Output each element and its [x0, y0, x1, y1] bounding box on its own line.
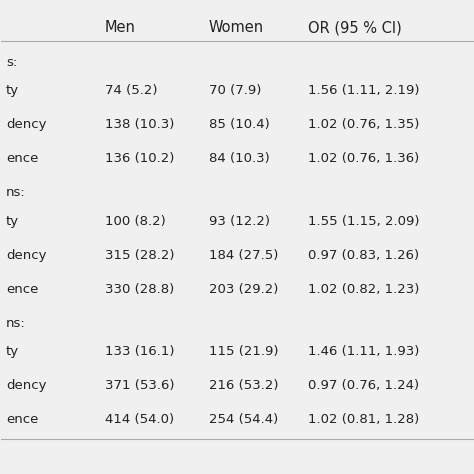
Text: 115 (21.9): 115 (21.9): [209, 346, 278, 358]
Text: 1.55 (1.15, 2.09): 1.55 (1.15, 2.09): [308, 215, 419, 228]
Text: 330 (28.8): 330 (28.8): [105, 283, 174, 296]
Text: Women: Women: [209, 20, 264, 35]
Text: ence: ence: [6, 413, 38, 426]
Text: dency: dency: [6, 379, 46, 392]
Text: 414 (54.0): 414 (54.0): [105, 413, 174, 426]
Text: ty: ty: [6, 215, 19, 228]
Text: ence: ence: [6, 283, 38, 296]
Text: ence: ence: [6, 152, 38, 165]
Text: 84 (10.3): 84 (10.3): [209, 152, 270, 165]
Text: 70 (7.9): 70 (7.9): [209, 84, 261, 97]
Text: 371 (53.6): 371 (53.6): [105, 379, 174, 392]
Text: 254 (54.4): 254 (54.4): [209, 413, 278, 426]
Text: 1.46 (1.11, 1.93): 1.46 (1.11, 1.93): [308, 346, 419, 358]
Text: ns:: ns:: [6, 317, 26, 329]
Text: 1.56 (1.11, 2.19): 1.56 (1.11, 2.19): [308, 84, 419, 97]
Text: 1.02 (0.81, 1.28): 1.02 (0.81, 1.28): [308, 413, 419, 426]
Text: 1.02 (0.76, 1.36): 1.02 (0.76, 1.36): [308, 152, 419, 165]
Text: OR (95 % CI): OR (95 % CI): [308, 20, 401, 35]
Text: ns:: ns:: [6, 186, 26, 199]
Text: 74 (5.2): 74 (5.2): [105, 84, 157, 97]
Text: 100 (8.2): 100 (8.2): [105, 215, 166, 228]
Text: Men: Men: [105, 20, 136, 35]
Text: 133 (16.1): 133 (16.1): [105, 346, 174, 358]
Text: 216 (53.2): 216 (53.2): [209, 379, 278, 392]
Text: 138 (10.3): 138 (10.3): [105, 118, 174, 131]
Text: 1.02 (0.76, 1.35): 1.02 (0.76, 1.35): [308, 118, 419, 131]
Text: s:: s:: [6, 55, 18, 69]
Text: ty: ty: [6, 84, 19, 97]
Text: dency: dency: [6, 118, 46, 131]
Text: dency: dency: [6, 249, 46, 262]
Text: 85 (10.4): 85 (10.4): [209, 118, 270, 131]
Text: 0.97 (0.76, 1.24): 0.97 (0.76, 1.24): [308, 379, 419, 392]
Text: 136 (10.2): 136 (10.2): [105, 152, 174, 165]
Text: 203 (29.2): 203 (29.2): [209, 283, 278, 296]
Text: 184 (27.5): 184 (27.5): [209, 249, 278, 262]
Text: 93 (12.2): 93 (12.2): [209, 215, 270, 228]
Text: 1.02 (0.82, 1.23): 1.02 (0.82, 1.23): [308, 283, 419, 296]
Text: ty: ty: [6, 346, 19, 358]
Text: 0.97 (0.83, 1.26): 0.97 (0.83, 1.26): [308, 249, 419, 262]
Text: 315 (28.2): 315 (28.2): [105, 249, 174, 262]
